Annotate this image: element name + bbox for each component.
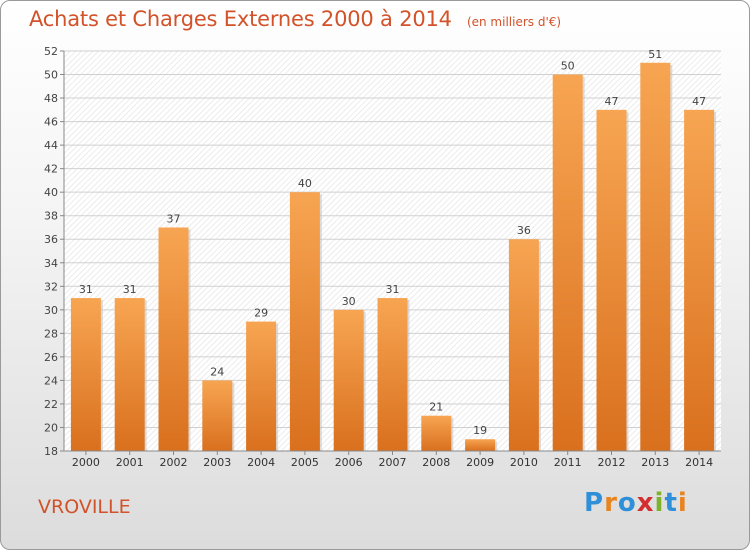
logo-letter: t — [664, 488, 678, 518]
y-tick-label: 22 — [44, 398, 58, 411]
y-tick-label: 34 — [44, 257, 58, 270]
x-tick-label: 2005 — [291, 456, 319, 469]
x-tick-label: 2013 — [641, 456, 669, 469]
y-tick-label: 20 — [44, 421, 58, 434]
bar — [684, 109, 715, 451]
data-label: 19 — [473, 424, 487, 437]
data-label: 36 — [517, 224, 531, 237]
proxiti-logo[interactable]: Proxiti — [584, 488, 688, 518]
y-tick-label: 24 — [44, 374, 58, 387]
x-tick-label: 2008 — [422, 456, 450, 469]
data-label: 47 — [605, 95, 619, 108]
x-tick-label: 2000 — [72, 456, 100, 469]
x-tick-label: 2006 — [335, 456, 363, 469]
chart-title: Achats et Charges Externes 2000 à 2014 — [29, 7, 452, 31]
y-tick-label: 26 — [44, 351, 58, 364]
logo-letter: P — [584, 488, 605, 518]
bar — [202, 380, 233, 451]
x-tick-label: 2004 — [247, 456, 275, 469]
bar — [158, 227, 189, 451]
data-label: 50 — [561, 60, 575, 73]
x-tick-label: 2003 — [203, 456, 231, 469]
x-tick-label: 2007 — [379, 456, 407, 469]
x-tick-label: 2011 — [554, 456, 582, 469]
y-tick-label: 40 — [44, 186, 58, 199]
x-tick-label: 2010 — [510, 456, 538, 469]
logo-letter: i — [677, 488, 688, 518]
data-label: 29 — [254, 307, 268, 320]
bar — [377, 298, 408, 451]
data-label: 51 — [648, 48, 662, 61]
bars: 31 31 37 24 29 40 30 31 21 19 36 50 47 51 47 — [70, 48, 717, 452]
y-tick-label: 28 — [44, 327, 58, 340]
y-tick-label: 44 — [44, 139, 58, 152]
commune-name: VROVILLE — [38, 496, 131, 518]
x-tick-label: 2012 — [598, 456, 626, 469]
chart-subtitle: (en milliers d'€) — [466, 15, 562, 29]
data-label: 24 — [210, 365, 224, 378]
y-tick-label: 38 — [44, 210, 58, 223]
bar — [552, 74, 583, 451]
y-tick-label: 30 — [44, 304, 58, 317]
data-label: 40 — [298, 177, 312, 190]
bar — [508, 239, 539, 451]
bar — [421, 415, 452, 451]
data-label: 21 — [429, 401, 443, 414]
x-tick-label: 2009 — [466, 456, 494, 469]
y-tick-label: 42 — [44, 163, 58, 176]
y-tick-label: 18 — [44, 445, 58, 458]
bar — [465, 439, 496, 451]
data-label: 31 — [79, 283, 93, 296]
logo-letter: i — [654, 488, 665, 518]
y-tick-label: 32 — [44, 280, 58, 293]
y-tick-label: 50 — [44, 69, 58, 82]
title-row: Achats et Charges Externes 2000 à 2014 (… — [29, 7, 561, 31]
data-label: 30 — [342, 295, 356, 308]
data-label: 37 — [167, 212, 181, 225]
x-tick-label: 2001 — [116, 456, 144, 469]
bar — [333, 309, 364, 451]
bar — [289, 192, 320, 452]
data-label: 47 — [692, 95, 706, 108]
y-tick-label: 46 — [44, 116, 58, 129]
x-tick-label: 2002 — [160, 456, 188, 469]
x-tick-label: 2014 — [685, 456, 713, 469]
y-tick-label: 52 — [44, 45, 58, 58]
y-tick-label: 48 — [44, 92, 58, 105]
bar — [640, 62, 671, 451]
logo-letter: o — [617, 488, 637, 518]
y-tick-label: 36 — [44, 233, 58, 246]
bar — [596, 109, 627, 451]
bar — [70, 298, 101, 451]
data-label: 31 — [123, 283, 137, 296]
logo-letter: x — [636, 488, 655, 518]
data-label: 31 — [386, 283, 400, 296]
bar — [246, 321, 277, 451]
logo-letter: r — [604, 488, 618, 518]
axes: 18 20 22 24 26 28 30 32 34 36 38 40 42 44 46 48 50 52 2000… — [44, 45, 721, 469]
bar — [114, 298, 145, 451]
